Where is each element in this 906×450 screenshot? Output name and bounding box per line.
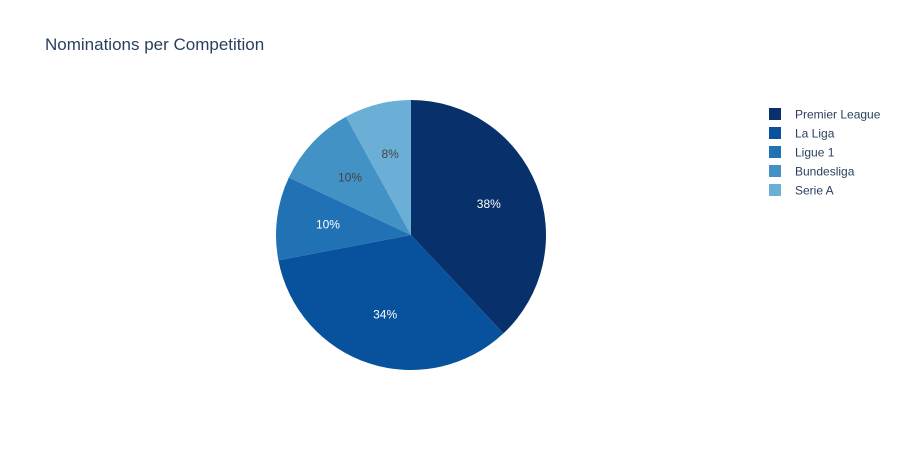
legend-swatch-serie-a (769, 184, 781, 196)
legend-item-ligue-1[interactable]: Ligue 1 (769, 146, 835, 160)
slice-label-ligue-1: 10% (316, 218, 340, 232)
pie-slice-bundesliga[interactable] (288, 116, 411, 235)
legend-item-bundesliga[interactable]: Bundesliga (769, 165, 855, 179)
pie-labels: 38% 34% 10% 10% 8% (316, 147, 501, 322)
legend-item-premier-league[interactable]: Premier League (769, 108, 881, 122)
legend-label-premier-league: Premier League (795, 108, 881, 122)
slice-label-serie-a: 8% (382, 147, 400, 161)
legend-swatch-ligue-1 (769, 146, 781, 158)
slice-label-la-liga: 34% (373, 308, 397, 322)
legend-label-la-liga: La Liga (795, 127, 835, 141)
slice-label-bundesliga: 10% (338, 171, 362, 185)
legend: Premier League La Liga Ligue 1 Bundesliga Se… (769, 108, 881, 198)
slice-label-premier-league: 38% (477, 197, 501, 211)
chart-title: Nominations per Competition (45, 35, 264, 54)
pie-slice-la-liga[interactable] (278, 235, 504, 371)
legend-item-serie-a[interactable]: Serie A (769, 184, 834, 198)
legend-label-bundesliga: Bundesliga (795, 165, 855, 179)
legend-swatch-premier-league (769, 108, 781, 120)
legend-label-ligue-1: Ligue 1 (795, 146, 835, 160)
legend-label-serie-a: Serie A (795, 184, 834, 198)
pie-slice-ligue-1[interactable] (276, 177, 411, 261)
pie-slice-premier-league[interactable] (411, 100, 546, 334)
pie-slice-serie-a[interactable] (345, 100, 411, 235)
legend-item-la-liga[interactable]: La Liga (769, 127, 835, 141)
legend-swatch-bundesliga (769, 165, 781, 177)
legend-swatch-la-liga (769, 127, 781, 139)
pie-slices (276, 100, 546, 371)
